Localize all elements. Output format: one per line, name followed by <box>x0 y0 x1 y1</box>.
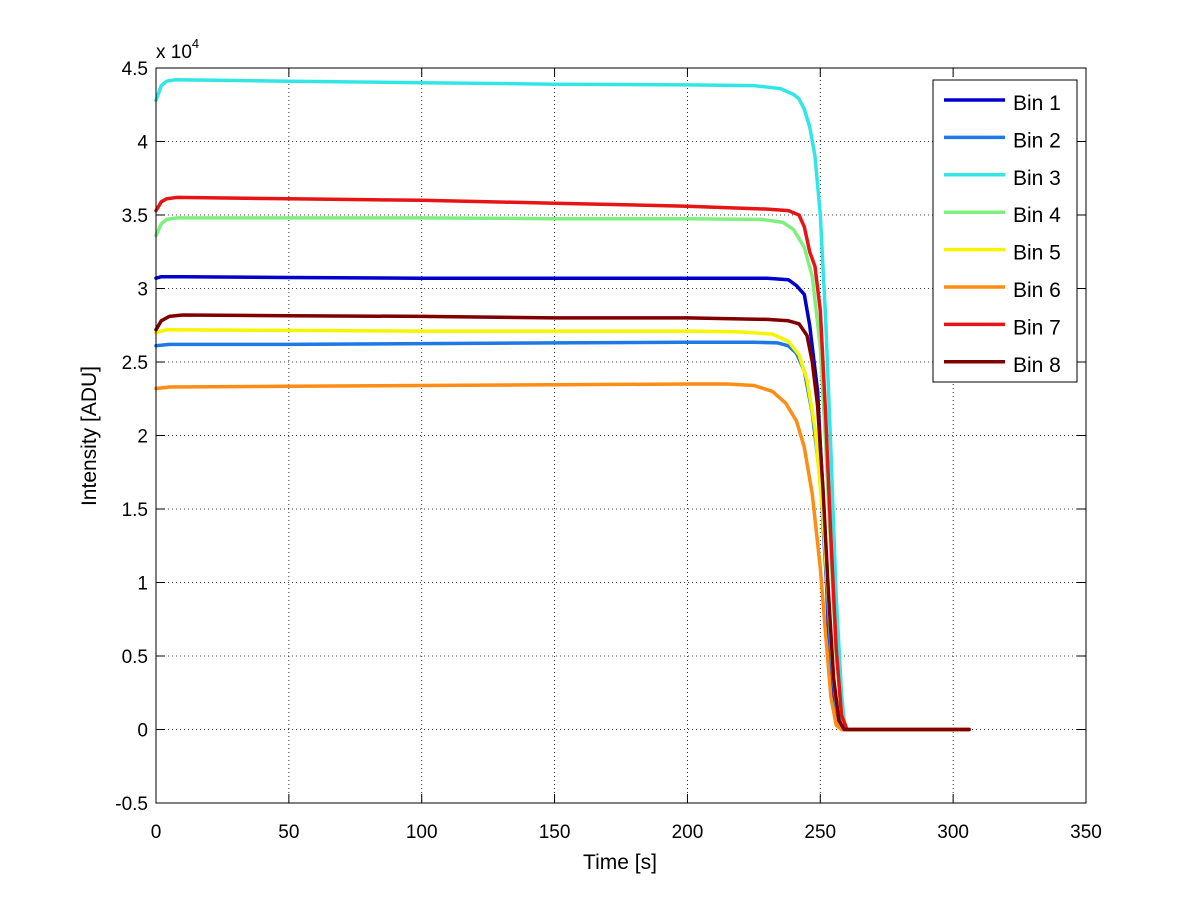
legend: Bin 1 Bin 2 Bin 3 Bin 4 Bin 5 Bin 6 Bin 7 Bin 8 <box>932 79 1078 383</box>
y-multiplier-exponent: 4 <box>192 36 199 51</box>
y-tick-label: 0 <box>137 721 148 742</box>
x-axis-label: Time [s] <box>583 851 657 874</box>
x-tick-label: 250 <box>804 822 836 843</box>
y-axis-label: Intensity [ADU] <box>78 366 101 506</box>
y-tick-label: 0.5 <box>122 647 148 668</box>
legend-box <box>932 79 1078 383</box>
plot-area: 0 50 100 150 200 250 300 350 -0.500.511.522.533… <box>115 59 1102 843</box>
x-tick-label: 350 <box>1070 822 1102 843</box>
y-tick-label: -0.5 <box>115 794 148 815</box>
y-multiplier-label: x 104 <box>156 36 199 63</box>
series-group <box>154 78 971 732</box>
x-tick-label: 0 <box>151 822 162 843</box>
legend-label-bin-4: Bin 4 <box>1013 204 1061 227</box>
series-line-bin-7 <box>154 195 971 732</box>
series-line-bin-8 <box>154 313 971 732</box>
tick-marks <box>155 67 1087 804</box>
grid-lines <box>156 68 1086 803</box>
y-tick-label: 1.5 <box>122 500 148 521</box>
x-tick-labels: 0 50 100 150 200 250 300 350 <box>151 822 1102 843</box>
series-line-bin-6 <box>154 382 971 732</box>
legend-label-bin-8: Bin 8 <box>1013 354 1061 377</box>
legend-label-bin-3: Bin 3 <box>1013 167 1061 190</box>
legend-label-bin-1: Bin 1 <box>1013 92 1061 115</box>
x-tick-label: 100 <box>406 822 438 843</box>
legend-label-bin-2: Bin 2 <box>1013 129 1061 152</box>
y-tick-label: 4.5 <box>122 59 148 80</box>
x-tick-label: 150 <box>539 822 571 843</box>
legend-label-bin-7: Bin 7 <box>1013 316 1061 339</box>
y-tick-labels: -0.5 0 0.5 1 1.5 2 2.5 3 3.5 4 4.5 <box>115 59 148 815</box>
x-tick-label: 50 <box>278 822 299 843</box>
y-tick-label: 1 <box>137 574 148 595</box>
x-tick-label: 200 <box>672 822 704 843</box>
x-tick-label: 300 <box>937 822 969 843</box>
y-tick-label: 2 <box>137 427 148 448</box>
y-tick-label: 2.5 <box>122 353 148 374</box>
series-line-bin-3 <box>154 78 971 732</box>
legend-label-bin-6: Bin 6 <box>1013 279 1061 302</box>
legend-label-bin-5: Bin 5 <box>1013 242 1061 265</box>
y-tick-label: 3.5 <box>122 206 148 227</box>
y-tick-label: 4 <box>137 133 148 154</box>
legend-entries: Bin 1 Bin 2 Bin 3 Bin 4 Bin 5 Bin 6 Bin 7 Bin 8 <box>944 92 1061 377</box>
y-tick-label: 3 <box>137 280 148 301</box>
y-multiplier-base: x 10 <box>156 42 192 63</box>
